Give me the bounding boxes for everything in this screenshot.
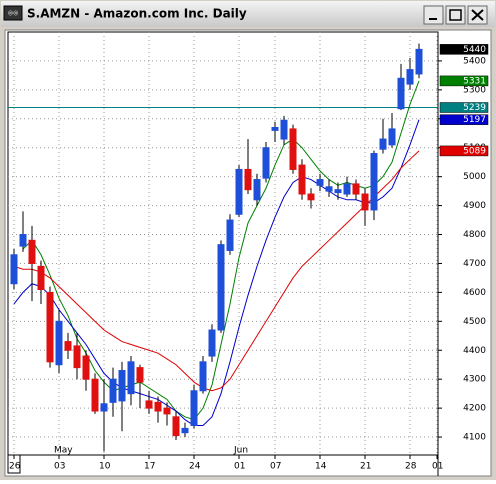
candle-body xyxy=(127,361,135,395)
candle-body xyxy=(208,329,216,357)
y-tick-label: 4600 xyxy=(463,288,486,298)
candle-body xyxy=(55,320,63,366)
x-tick-label: 07 xyxy=(270,462,281,472)
y-tick-label: 4500 xyxy=(463,317,486,327)
x-tick-label: 14 xyxy=(315,462,327,472)
candle-body xyxy=(28,239,36,264)
maximize-button[interactable] xyxy=(445,5,466,25)
maximize-glyph xyxy=(449,9,462,21)
y-tick-label: 4200 xyxy=(463,404,486,414)
candle-body xyxy=(145,400,153,409)
candle-body xyxy=(352,183,360,195)
candle-body xyxy=(10,254,18,285)
plot-area xyxy=(7,31,439,456)
candle-body xyxy=(217,244,225,331)
x-tick-label: 28 xyxy=(405,462,417,472)
y-tick-label: 4100 xyxy=(463,433,486,443)
candle-body xyxy=(100,403,108,412)
candle-body xyxy=(388,128,396,146)
y-tick-label: 4900 xyxy=(463,201,486,211)
ma-last-label: 5089 xyxy=(463,146,486,156)
candle-body xyxy=(361,193,369,211)
candle-body xyxy=(370,153,378,211)
minimize-button[interactable] xyxy=(423,5,444,25)
candle-body xyxy=(163,407,171,415)
x-tick-label: 01 xyxy=(432,462,443,472)
candle-body xyxy=(19,234,27,247)
candle-body xyxy=(334,189,342,194)
month-label: May xyxy=(54,446,73,456)
candle-body xyxy=(415,48,423,75)
candle-body xyxy=(235,168,243,215)
candle-body xyxy=(316,179,324,186)
icon-glyph: ◎◎ xyxy=(8,10,18,17)
ma-last-box xyxy=(439,75,489,87)
candle-body xyxy=(253,179,261,201)
candle-body xyxy=(406,69,414,85)
moving-average xyxy=(13,150,420,392)
candle-body xyxy=(280,119,288,140)
candle-body xyxy=(118,370,126,402)
candle-body xyxy=(262,147,270,179)
ma-last-box xyxy=(439,145,489,157)
candle-body xyxy=(397,77,405,110)
candle-body xyxy=(37,265,45,291)
x-tick-label: 26 xyxy=(9,462,21,472)
x-tick-label: 21 xyxy=(360,462,371,472)
candle-body xyxy=(181,427,189,434)
y-tick-label: 5300 xyxy=(463,85,486,95)
candle-body xyxy=(271,126,279,131)
y-tick-label: 4300 xyxy=(463,375,486,385)
candle-body xyxy=(226,219,234,251)
candle-body xyxy=(154,401,162,412)
candle-body xyxy=(289,128,297,170)
candle-body xyxy=(109,378,117,403)
ma-last-label: 5197 xyxy=(463,115,486,125)
x-tick-label: 17 xyxy=(144,462,155,472)
candle-body xyxy=(298,164,306,195)
moving-average xyxy=(13,119,420,426)
window-title: S.AMZN - Amazon.com Inc. Daily xyxy=(27,7,247,21)
level-label: 5239 xyxy=(463,103,486,113)
y-tick-label: 4800 xyxy=(463,230,486,240)
candle-body xyxy=(325,186,333,192)
y-tick-label: 4700 xyxy=(463,259,486,269)
last-close-box xyxy=(439,44,489,55)
last-close-label: 5440 xyxy=(463,45,486,55)
candle-body xyxy=(199,361,207,392)
candle-body xyxy=(244,168,252,191)
candle-body xyxy=(73,345,81,369)
y-tick-label: 5400 xyxy=(463,56,486,66)
candle-body xyxy=(190,390,198,426)
y-tick-label: 4400 xyxy=(463,346,486,356)
candle-body xyxy=(343,183,351,195)
window-buttons xyxy=(423,5,488,25)
candle-body xyxy=(136,367,144,383)
candle-body xyxy=(91,378,99,412)
close-glyph xyxy=(471,9,484,21)
x-tick-label: 24 xyxy=(189,462,201,472)
window-icon xyxy=(3,5,23,21)
candle-body xyxy=(307,193,315,201)
x-tick-label: 03 xyxy=(54,462,65,472)
x-tick-label: 10 xyxy=(99,462,111,472)
ma-last-box xyxy=(439,114,489,125)
y-tick-label: 5000 xyxy=(463,172,486,182)
level-box xyxy=(439,102,489,113)
month-label: Jun xyxy=(233,446,248,456)
ma-last-label: 5331 xyxy=(463,76,486,86)
candle-body xyxy=(379,138,387,150)
title-bar xyxy=(1,1,495,27)
candle-body xyxy=(46,291,54,363)
candle-body xyxy=(172,416,180,437)
candle-body xyxy=(64,341,72,351)
candle-body xyxy=(82,355,90,380)
x-tick-label: 01 xyxy=(234,462,245,472)
